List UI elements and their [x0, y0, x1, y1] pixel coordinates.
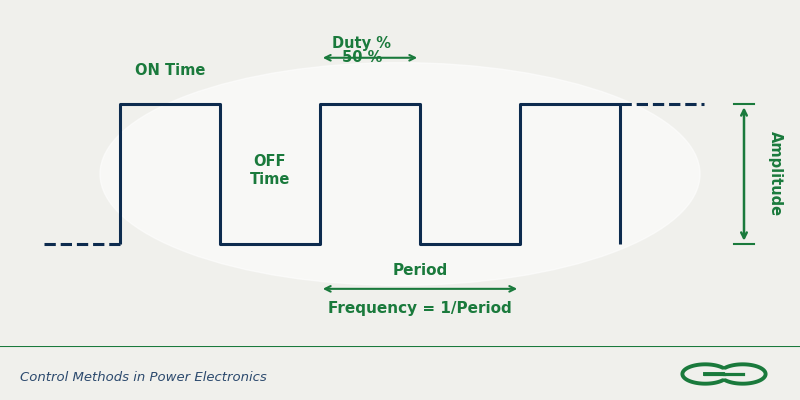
Text: OFF
Time: OFF Time	[250, 154, 290, 187]
Text: ON Time: ON Time	[135, 63, 205, 78]
Text: Amplitude: Amplitude	[768, 132, 783, 216]
Text: Frequency = 1/Period: Frequency = 1/Period	[328, 301, 512, 316]
Text: Duty %: Duty %	[333, 36, 391, 51]
Text: Control Methods in Power Electronics: Control Methods in Power Electronics	[20, 371, 266, 384]
Ellipse shape	[100, 63, 700, 285]
Text: 50 %: 50 %	[342, 50, 382, 65]
Text: Period: Period	[392, 263, 448, 278]
